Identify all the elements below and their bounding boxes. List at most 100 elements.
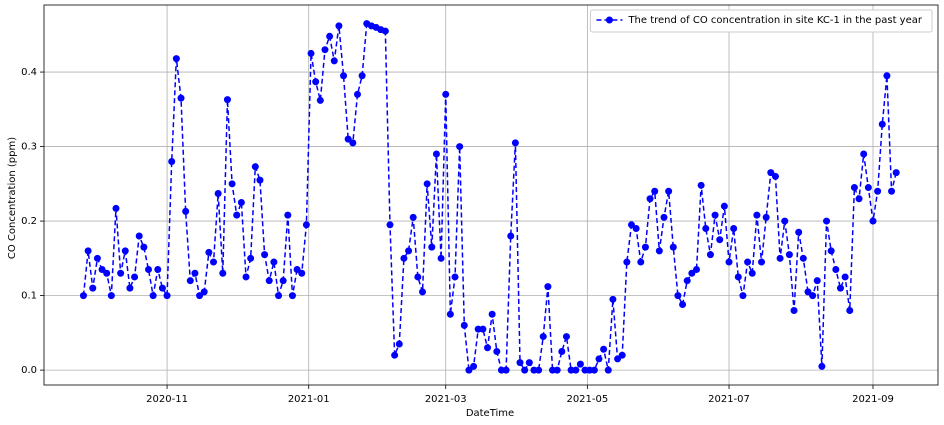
data-point <box>618 351 626 359</box>
data-point <box>321 46 329 54</box>
legend-box <box>589 9 933 33</box>
data-point <box>168 157 176 165</box>
data-point <box>163 292 171 300</box>
data-point <box>725 258 733 266</box>
data-point <box>256 176 264 184</box>
data-point <box>623 258 631 266</box>
legend-label: The trend of CO concentration in site KC… <box>627 15 922 26</box>
data-point <box>326 32 334 40</box>
data-point <box>214 190 222 198</box>
x-tick-label: 2021-09 <box>852 394 894 405</box>
data-point <box>89 284 97 292</box>
data-point <box>850 184 858 192</box>
data-point <box>261 251 269 259</box>
data-point <box>182 207 190 215</box>
data-point <box>79 292 87 300</box>
data-point <box>312 78 320 86</box>
data-point <box>107 292 115 300</box>
data-point <box>720 202 728 210</box>
data-point <box>446 310 454 318</box>
series-line <box>82 22 897 372</box>
data-point <box>456 143 464 151</box>
data-point <box>316 96 324 104</box>
x-tick-label: 2021-05 <box>566 394 608 405</box>
data-point <box>484 344 492 352</box>
data-point <box>428 243 436 251</box>
legend: The trend of CO concentration in site KC… <box>589 9 933 33</box>
data-point <box>279 277 287 285</box>
data-point <box>121 247 129 255</box>
data-point <box>460 321 468 329</box>
data-point <box>558 347 566 355</box>
data-point <box>576 360 584 368</box>
data-point <box>771 172 779 180</box>
data-point <box>693 266 701 274</box>
data-point <box>349 139 357 147</box>
data-point <box>414 273 422 281</box>
x-axis-label: DateTime <box>466 408 514 419</box>
data-point <box>270 258 278 266</box>
data-point <box>646 195 654 203</box>
data-point <box>706 251 714 259</box>
x-tick-label: 2021-01 <box>288 394 330 405</box>
data-point <box>878 120 886 128</box>
data-point <box>748 269 756 277</box>
data-point <box>655 247 663 255</box>
data-point <box>669 243 677 251</box>
legend-marker <box>605 16 613 24</box>
data-point <box>781 217 789 225</box>
data-point <box>744 258 752 266</box>
data-point <box>395 340 403 348</box>
y-tick-label: 0.3 <box>21 142 37 153</box>
data-point <box>432 150 440 158</box>
data-point <box>860 150 868 158</box>
data-point <box>697 181 705 189</box>
data-point <box>112 204 120 212</box>
data-point <box>223 96 231 104</box>
data-point <box>275 292 283 300</box>
data-point <box>158 284 166 292</box>
data-point <box>144 266 152 274</box>
data-point <box>265 277 273 285</box>
data-point <box>535 366 543 374</box>
data-point <box>233 211 241 219</box>
data-point <box>340 72 348 80</box>
data-point <box>288 292 296 300</box>
data-point <box>293 266 301 274</box>
data-point <box>758 258 766 266</box>
data-point <box>344 135 352 143</box>
data-point <box>637 258 645 266</box>
data-point <box>809 292 817 300</box>
data-point <box>302 221 310 229</box>
data-point <box>823 217 831 225</box>
y-tick-label: 0.1 <box>21 291 37 302</box>
data-point <box>590 366 598 374</box>
data-point <box>660 213 668 221</box>
data-point <box>196 292 204 300</box>
data-point <box>103 269 111 277</box>
data-point <box>609 295 617 303</box>
data-point <box>479 325 487 333</box>
data-point <box>525 359 533 367</box>
y-tick-label: 0.2 <box>21 216 37 227</box>
data-point <box>237 198 245 206</box>
data-point <box>84 247 92 255</box>
data-point <box>228 180 236 188</box>
data-point <box>98 266 106 274</box>
data-point <box>562 333 570 341</box>
data-point <box>191 269 199 277</box>
data-point <box>785 251 793 259</box>
data-point <box>418 288 426 296</box>
plot-frame <box>43 4 939 386</box>
data-point <box>776 254 784 262</box>
data-point <box>516 359 524 367</box>
data-point <box>832 266 840 274</box>
data-point <box>883 72 891 80</box>
data-point <box>117 269 125 277</box>
data-point <box>790 306 798 314</box>
data-point <box>381 27 389 35</box>
data-point <box>595 355 603 363</box>
data-point <box>307 49 315 57</box>
